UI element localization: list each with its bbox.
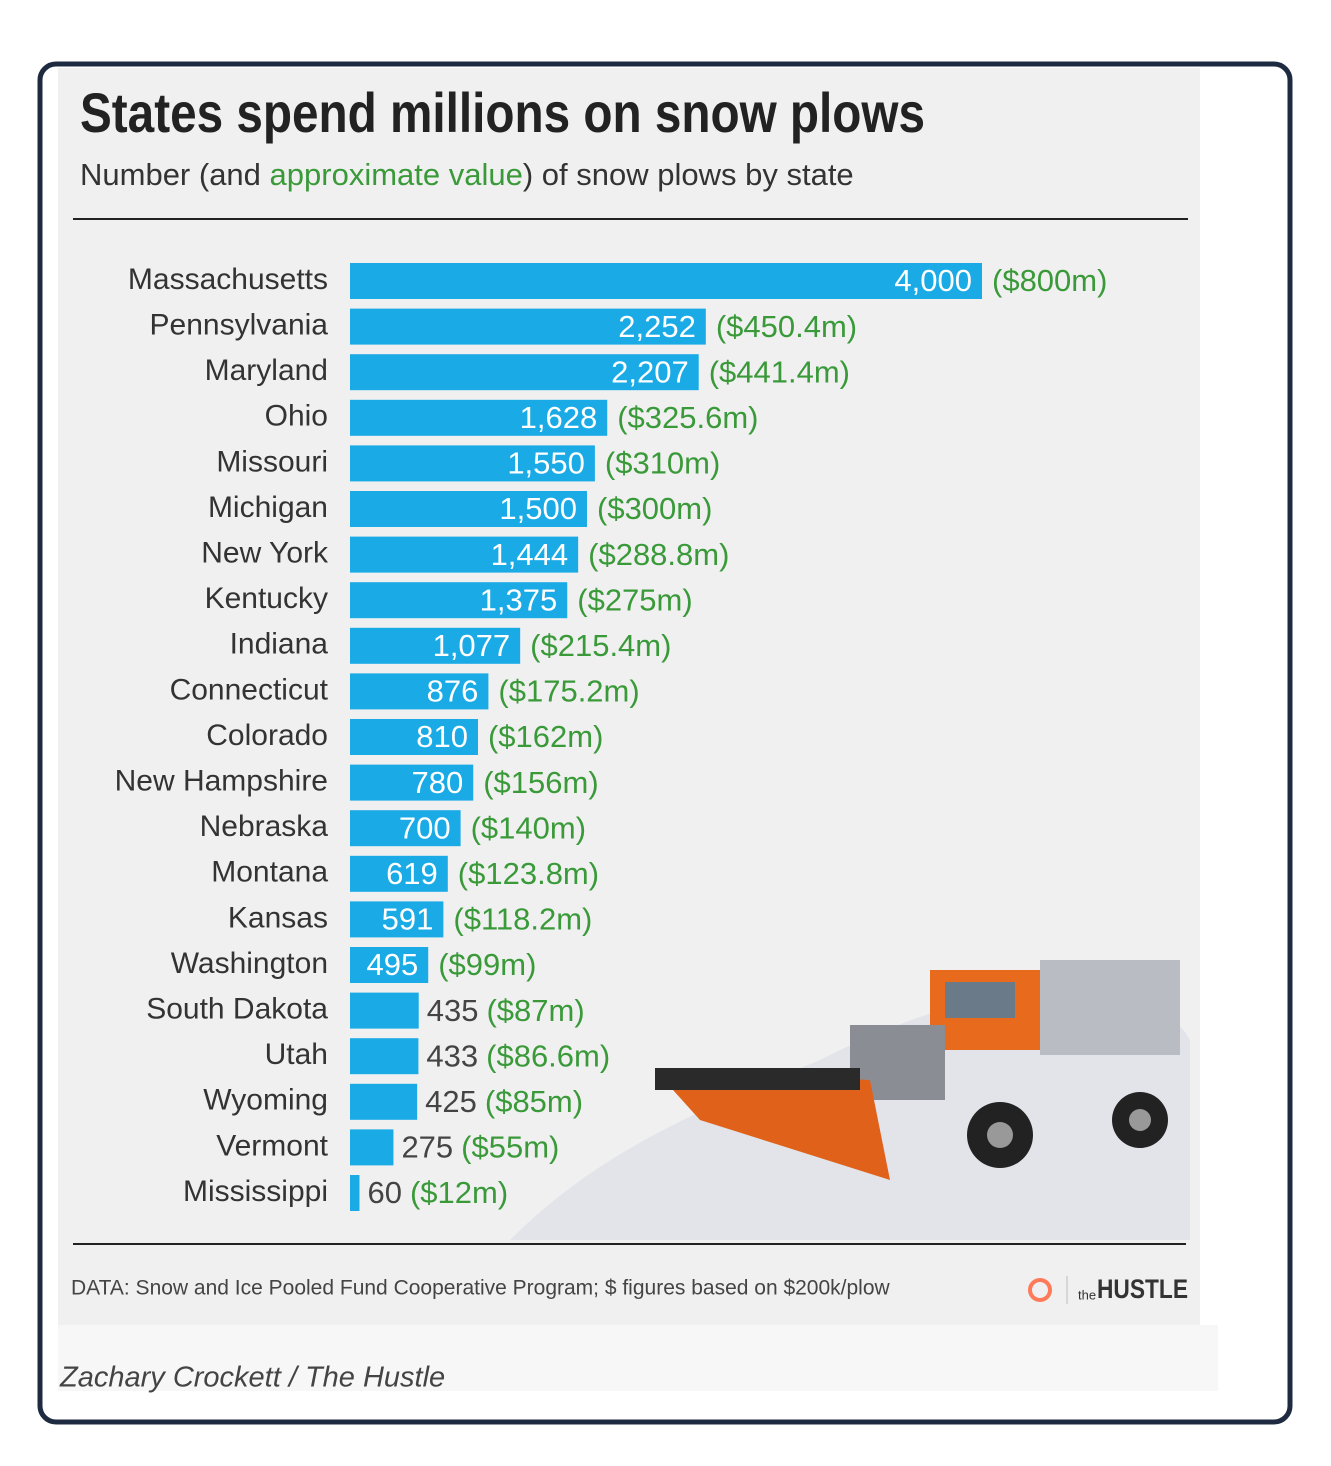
bar <box>350 308 706 345</box>
value-label: 1,375 <box>480 582 558 617</box>
category-label: Nebraska <box>200 810 329 843</box>
dollar-label: ($86.6m) <box>486 1038 610 1073</box>
value-label: 700 <box>399 810 451 845</box>
subtitle-part: ) of snow plows by state <box>523 157 854 192</box>
dollar-label: ($87m) <box>486 993 584 1028</box>
category-label: Kansas <box>228 901 328 934</box>
bar <box>350 901 444 938</box>
dollar-label: ($140m) <box>471 810 586 845</box>
bar <box>350 1175 360 1211</box>
category-label: Connecticut <box>170 673 329 706</box>
bar <box>350 810 461 847</box>
value-label: 619 <box>386 856 438 891</box>
value-label: 810 <box>416 719 468 754</box>
dollar-label: ($800m) <box>992 263 1107 298</box>
bar <box>350 1038 419 1075</box>
dollar-label: ($85m) <box>485 1084 583 1119</box>
category-label: Utah <box>265 1038 328 1071</box>
category-label: Massachusetts <box>128 263 328 296</box>
bar <box>350 445 595 482</box>
dollar-label: ($275m) <box>577 582 692 617</box>
snowplow <box>655 960 1180 1180</box>
category-label: Pennsylvania <box>150 309 329 342</box>
dollar-label: ($215.4m) <box>530 628 671 663</box>
source: DATA: Snow and Ice Pooled Fund Cooperati… <box>71 1277 891 1300</box>
value-label: 495 <box>366 947 418 982</box>
dollar-label: ($325.6m) <box>617 400 758 435</box>
dollar-label: ($12m) <box>410 1175 508 1210</box>
value-label: 425 <box>425 1084 477 1119</box>
subtitle-part: Number (and <box>80 157 270 192</box>
value-label: 60 <box>367 1175 401 1210</box>
bar <box>350 764 474 801</box>
category-label: Colorado <box>206 719 328 752</box>
value-label: 1,628 <box>520 400 598 435</box>
category-label: Montana <box>211 856 328 889</box>
value-label: 1,444 <box>491 537 569 572</box>
dollar-label: ($300m) <box>597 491 712 526</box>
credit-panel <box>58 1325 1218 1391</box>
dollar-label: ($288.8m) <box>588 537 729 572</box>
bar <box>350 491 587 527</box>
category-label: New York <box>201 537 329 570</box>
dollar-label: ($162m) <box>488 719 603 754</box>
value-label: 876 <box>427 674 479 709</box>
subtitle-highlight: approximate value <box>270 157 523 192</box>
dollar-label: ($450.4m) <box>716 309 857 344</box>
dollar-label: ($156m) <box>483 765 598 800</box>
category-label: Missouri <box>216 445 328 478</box>
value-label: 4,000 <box>894 263 972 298</box>
category-label: Michigan <box>208 491 328 524</box>
dollar-label: ($441.4m) <box>709 354 850 389</box>
chart-subtitle: Number (and approximate value) of snow p… <box>80 157 854 192</box>
dollar-label: ($310m) <box>605 446 720 481</box>
dollar-label: ($55m) <box>461 1130 559 1165</box>
value-label: 2,252 <box>618 309 696 344</box>
logo-icon <box>1028 1278 1052 1302</box>
category-label: Kentucky <box>205 582 328 615</box>
logo: the HUSTLE <box>1028 1274 1188 1304</box>
value-label: 780 <box>412 765 464 800</box>
bar <box>350 855 448 892</box>
bar <box>350 719 478 755</box>
category-label: Vermont <box>216 1129 328 1162</box>
dollar-label: ($118.2m) <box>453 902 592 937</box>
value-label: 1,500 <box>499 491 577 526</box>
value-label: 1,077 <box>433 628 511 663</box>
bar <box>350 1083 418 1120</box>
value-label: 275 <box>401 1130 453 1165</box>
credit: Zachary Crockett / The Hustle <box>59 1362 445 1394</box>
category-label: Maryland <box>205 354 328 387</box>
dollar-label: ($99m) <box>438 947 536 982</box>
value-label: 2,207 <box>611 354 689 389</box>
dollar-label: ($175.2m) <box>498 674 639 709</box>
bar <box>350 263 982 299</box>
bar <box>350 992 419 1029</box>
category-label: Washington <box>171 947 328 980</box>
category-label: Indiana <box>230 628 329 661</box>
value-label: 433 <box>426 1038 478 1073</box>
value-label: 1,550 <box>507 446 585 481</box>
category-label: New Hampshire <box>115 765 328 798</box>
chart-title: States spend millions on snow plows <box>80 81 925 144</box>
bar <box>350 947 429 983</box>
logo-small: the <box>1078 1287 1096 1302</box>
logo-text: HUSTLE <box>1097 1274 1188 1304</box>
category-label: Mississippi <box>183 1175 328 1208</box>
category-label: Wyoming <box>203 1084 328 1117</box>
category-label: South Dakota <box>146 993 328 1026</box>
bar <box>350 582 568 619</box>
value-label: 435 <box>427 993 479 1028</box>
dollar-label: ($123.8m) <box>458 856 599 891</box>
bar <box>350 536 579 573</box>
bar <box>350 627 521 664</box>
bar <box>350 1129 394 1166</box>
bar <box>350 673 489 710</box>
bar <box>350 354 699 391</box>
category-label: Ohio <box>265 400 328 433</box>
bar <box>350 399 608 436</box>
value-label: 591 <box>382 902 434 937</box>
